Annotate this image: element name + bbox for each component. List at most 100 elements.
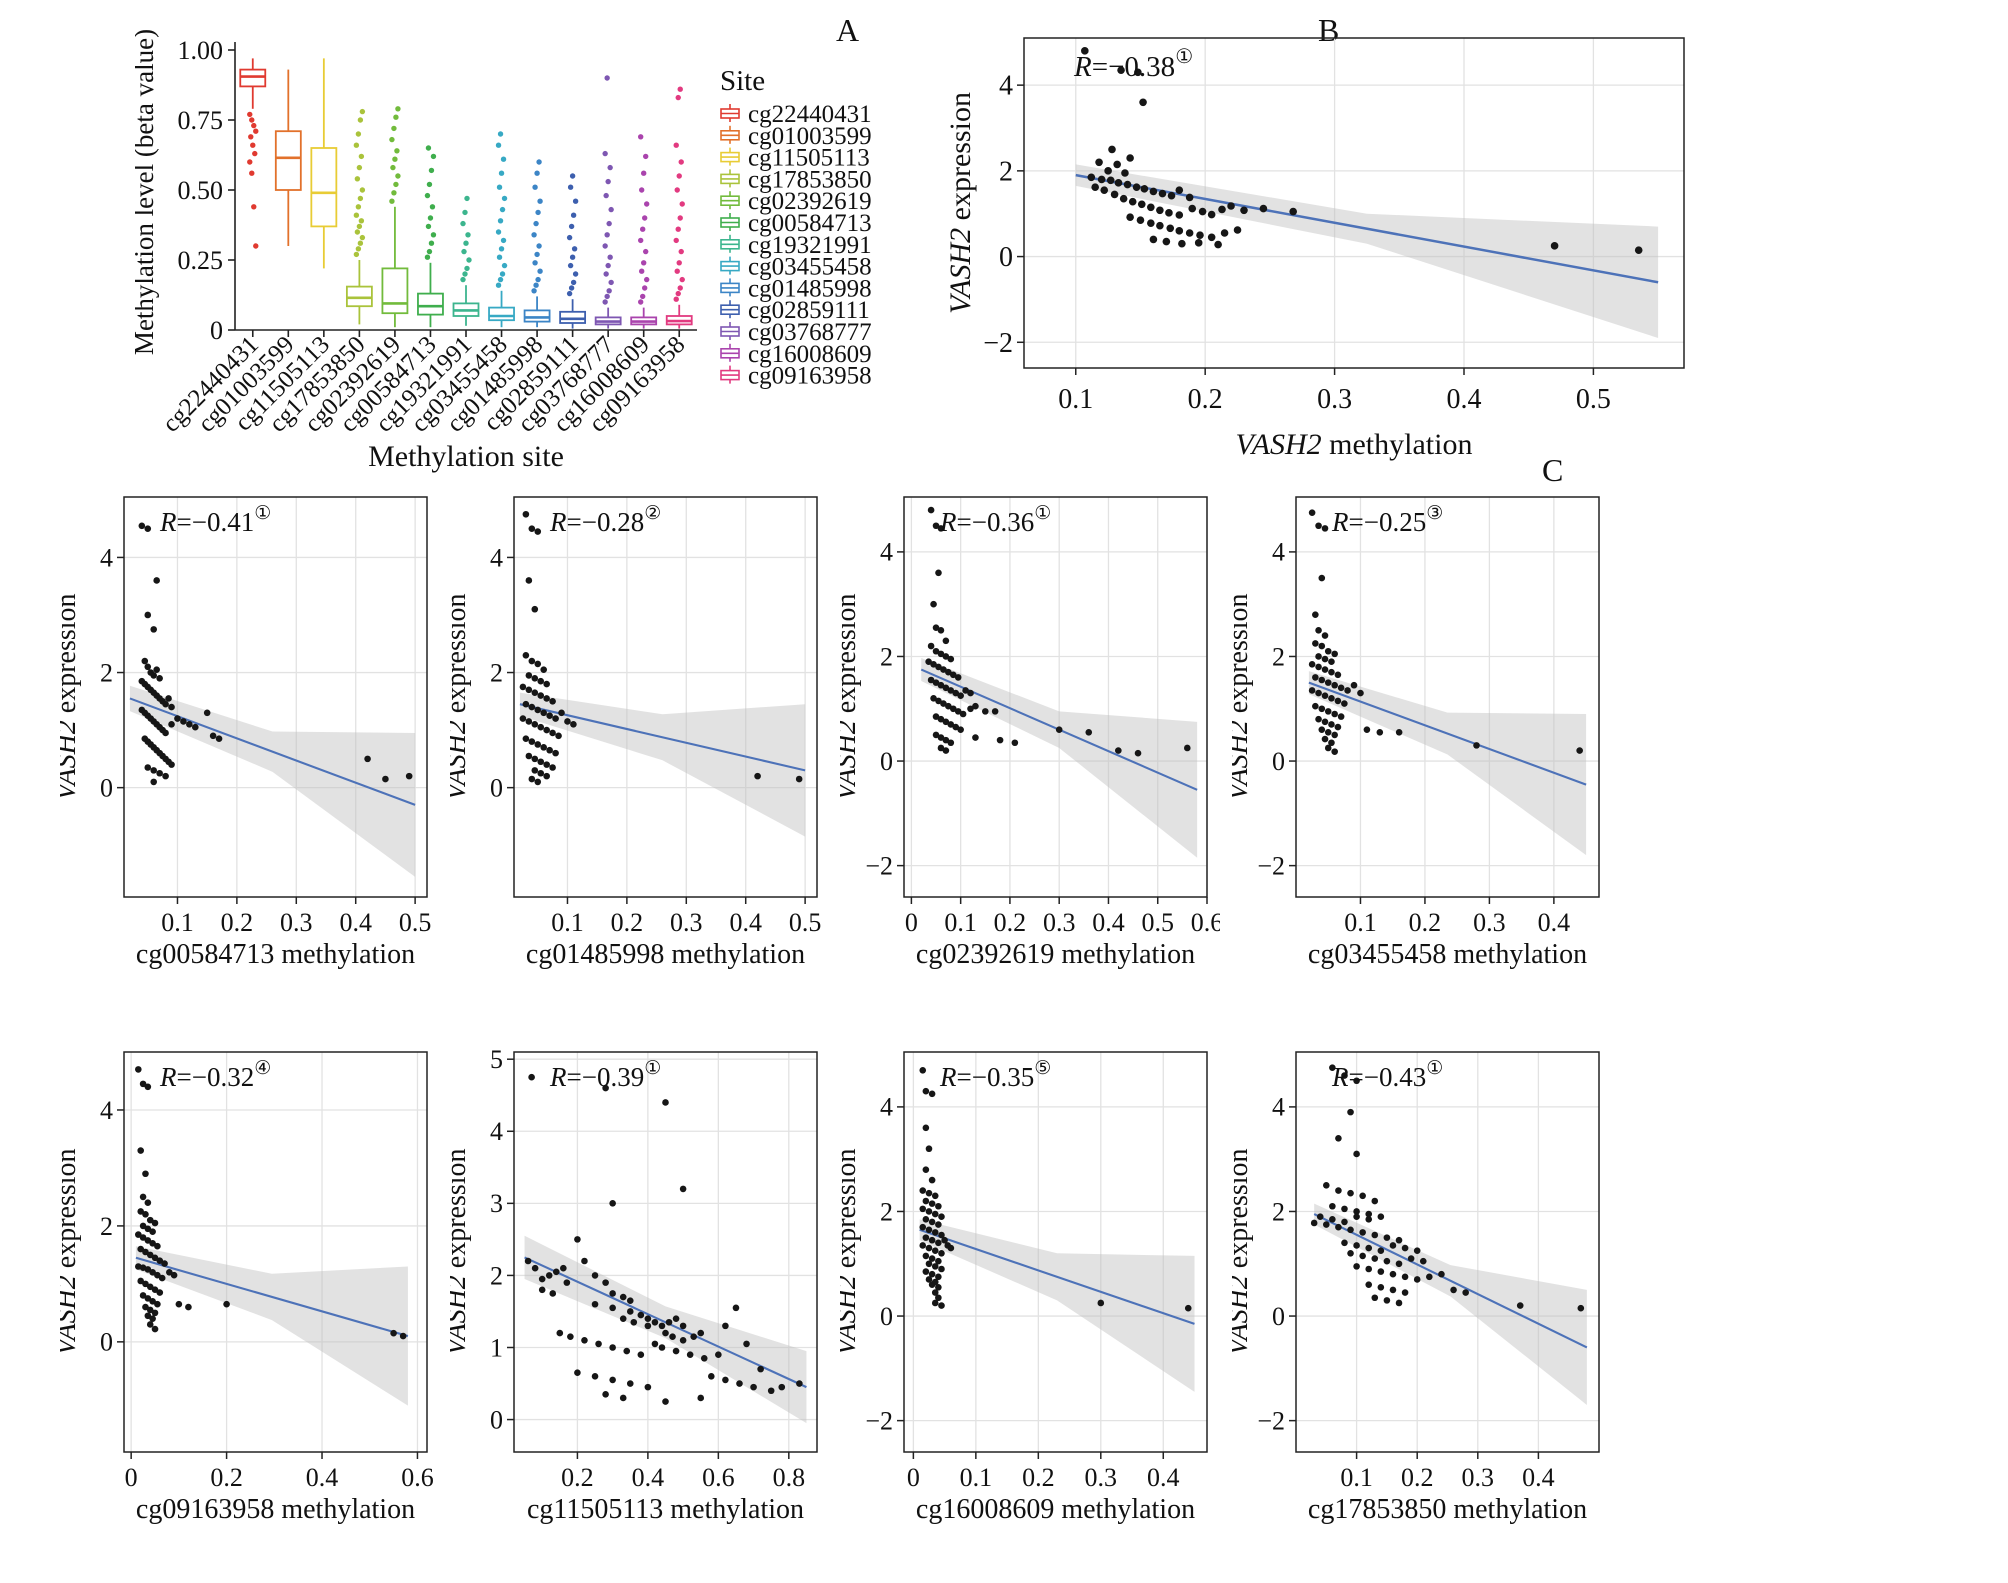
data-points xyxy=(1081,47,1643,254)
y-axis-label: VASH2 expression xyxy=(60,593,82,800)
panel-label-c: C xyxy=(1542,452,1564,488)
data-points xyxy=(919,1067,1192,1312)
svg-text:0: 0 xyxy=(905,908,918,937)
svg-text:0.3: 0.3 xyxy=(1473,908,1506,937)
scatter-cg01485998: 0.1 0.2 0.3 0.4 0.5 0 2 4 cg01485998 methylation… xyxy=(441,485,830,990)
box-cg01003599 xyxy=(274,69,302,246)
legend-label: cg02392619 xyxy=(748,188,872,215)
legend-item: cg22440431 xyxy=(720,101,872,128)
regression-line xyxy=(519,703,806,772)
legend-item: cg11505113 xyxy=(720,145,870,172)
correlation-label: R=−0.28② xyxy=(549,502,661,537)
scatter-vash2-methylation: 0.1 0.2 0.3 0.4 0.5 −2 0 2 4 VASH2 methylation VAS… xyxy=(944,22,1710,477)
panel-border xyxy=(903,496,1208,898)
correlation-label: R=−0.41① xyxy=(159,502,271,537)
regression-line xyxy=(1308,681,1587,786)
box-cg16008609 xyxy=(630,134,658,329)
svg-text:−2: −2 xyxy=(865,1406,893,1435)
confidence-band xyxy=(135,1246,408,1406)
svg-text:0.1: 0.1 xyxy=(1344,908,1377,937)
legend-label: cg09163958 xyxy=(748,363,872,390)
legend-label: cg01003599 xyxy=(748,123,872,150)
svg-text:4: 4 xyxy=(1272,538,1285,567)
svg-text:0.4: 0.4 xyxy=(306,1463,339,1492)
scatter-cg03455458: 0.1 0.2 0.3 0.4 −2 0 2 4 cg03455458 methylation V… xyxy=(1223,485,1612,990)
svg-text:2: 2 xyxy=(100,658,113,687)
box-cg02392619 xyxy=(381,106,409,328)
svg-text:0: 0 xyxy=(1272,747,1285,776)
axis-ticks xyxy=(1289,551,1555,904)
y-axis-label: VASH2 expression xyxy=(450,1148,472,1355)
svg-text:0.5: 0.5 xyxy=(1576,384,1611,415)
svg-text:0.4: 0.4 xyxy=(632,1463,665,1492)
svg-text:−2: −2 xyxy=(983,328,1013,359)
confidence-band xyxy=(519,692,806,837)
panel-border xyxy=(123,1051,428,1453)
svg-text:4: 4 xyxy=(490,1117,503,1146)
panel-border xyxy=(123,496,428,898)
svg-text:0.4: 0.4 xyxy=(1447,384,1482,415)
correlation-label: R=−0.35⑤ xyxy=(939,1057,1051,1092)
axes xyxy=(228,42,697,337)
confidence-band xyxy=(919,1219,1195,1392)
tick-labels: 0.1 0.2 0.3 0.4 −2 0 2 4 xyxy=(1257,1093,1554,1492)
y-axis-label: VASH2 expression xyxy=(840,593,862,800)
x-axis-label: cg03455458 methylation xyxy=(1308,939,1587,970)
panel-border xyxy=(513,1051,818,1453)
legend-item: cg02859111 xyxy=(720,297,870,324)
scatter-cg16008609: 0 0.1 0.2 0.3 0.4 −2 0 2 4 cg16008609 methylation… xyxy=(831,1040,1220,1545)
svg-text:0.6: 0.6 xyxy=(1191,908,1220,937)
grid xyxy=(124,497,427,897)
box-cg19321991 xyxy=(452,195,480,326)
correlation-label: R=−0.39① xyxy=(549,1057,661,1092)
panel-border xyxy=(1295,1051,1600,1453)
svg-text:−2: −2 xyxy=(1257,1406,1285,1435)
svg-text:0.2: 0.2 xyxy=(1022,1463,1055,1492)
svg-text:0.2: 0.2 xyxy=(210,1463,243,1492)
data-points xyxy=(519,510,803,786)
svg-text:4: 4 xyxy=(490,543,503,572)
svg-text:0.8: 0.8 xyxy=(773,1463,806,1492)
box-cg17853850 xyxy=(345,108,373,325)
svg-text:0.3: 0.3 xyxy=(1085,1463,1118,1492)
scatter-cg17853850: 0.1 0.2 0.3 0.4 −2 0 2 4 cg17853850 methylation V… xyxy=(1223,1040,1612,1545)
svg-text:4: 4 xyxy=(100,1096,113,1125)
correlation-label: R=−0.38① xyxy=(1073,44,1193,83)
svg-text:4: 4 xyxy=(1272,1093,1285,1122)
svg-text:0.4: 0.4 xyxy=(729,908,762,937)
svg-text:0: 0 xyxy=(210,316,223,345)
svg-text:4: 4 xyxy=(880,538,893,567)
x-axis-label: cg11505113 methylation xyxy=(527,1494,804,1525)
svg-text:0.1: 0.1 xyxy=(1340,1463,1373,1492)
x-axis-label: VASH2 methylation xyxy=(1236,428,1473,461)
data-points xyxy=(138,522,413,786)
axis-ticks xyxy=(507,556,806,904)
svg-text:0.4: 0.4 xyxy=(1522,1463,1555,1492)
box-cg09163958 xyxy=(665,86,693,329)
grid xyxy=(514,497,817,897)
legend-label: cg22440431 xyxy=(748,101,872,128)
box-cg22440431 xyxy=(239,58,267,249)
grid xyxy=(904,497,1208,897)
svg-text:2: 2 xyxy=(490,1261,503,1290)
svg-text:0: 0 xyxy=(125,1463,138,1492)
tick-labels: 0.1 0.2 0.3 0.4 −2 0 2 4 xyxy=(1257,538,1570,937)
svg-text:0.1: 0.1 xyxy=(1058,384,1093,415)
axis-ticks xyxy=(897,551,1208,904)
box-cg03455458 xyxy=(488,131,515,328)
svg-text:0: 0 xyxy=(490,773,503,802)
methylation-boxplot-panel: 0 0.25 0.50 0.75 1.00 cg22440431 cg01003599 cg1… xyxy=(129,10,970,480)
legend-label: cg16008609 xyxy=(748,341,872,368)
y-axis-label: VASH2 expression xyxy=(950,92,977,314)
svg-text:0.2: 0.2 xyxy=(994,908,1027,937)
svg-text:1.00: 1.00 xyxy=(178,36,224,65)
regression-line xyxy=(919,1228,1195,1325)
confidence-band xyxy=(129,685,416,877)
correlation-label: R=−0.32④ xyxy=(159,1057,271,1092)
correlation-label: R=−0.43① xyxy=(1331,1057,1443,1092)
legend-item: cg16008609 xyxy=(720,341,872,368)
legend-title: Site xyxy=(720,65,765,97)
svg-text:2: 2 xyxy=(880,642,893,671)
svg-text:0.5: 0.5 xyxy=(1141,908,1174,937)
svg-text:−2: −2 xyxy=(1257,851,1285,880)
